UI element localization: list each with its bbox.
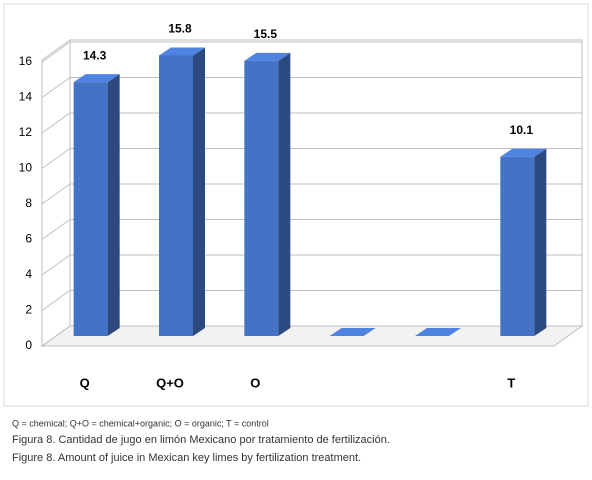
- grid-line: [41, 183, 582, 205]
- bar-face: [278, 52, 291, 336]
- grid-line: [41, 254, 582, 276]
- grid-line: [41, 41, 582, 63]
- bar-face: [73, 74, 120, 83]
- caption-en: Figure 8. Amount of juice in Mexican key…: [12, 452, 361, 464]
- bar-face: [500, 148, 547, 157]
- bar: [329, 328, 376, 336]
- y-tick-label: 0: [25, 338, 32, 352]
- y-tick-label: 12: [19, 125, 33, 139]
- bar-face: [500, 156, 535, 336]
- y-tick-label: 16: [19, 54, 33, 68]
- bar-face: [107, 74, 120, 337]
- bar-face: [193, 47, 205, 337]
- x-tick-label: T: [507, 375, 515, 390]
- value-label: 14.3: [83, 48, 107, 62]
- bar-face: [415, 328, 461, 336]
- bar-face: [73, 82, 108, 336]
- y-tick-label: 6: [25, 232, 32, 246]
- chart-frame: [3, 3, 589, 407]
- grid-line: [41, 290, 582, 311]
- y-tick-label: 14: [19, 90, 33, 104]
- notes: Q = chemical; Q+O = chemical+organic; O …: [12, 418, 269, 428]
- bar-face: [329, 328, 376, 336]
- bar: [244, 52, 291, 336]
- bar: [73, 74, 120, 337]
- bar-face: [159, 55, 193, 337]
- bar-face: [534, 148, 547, 336]
- caption-es: Figura 8. Cantidad de jugo en limón Mexi…: [12, 434, 390, 446]
- x-tick-label: Q: [80, 375, 90, 390]
- y-tick-label: 4: [25, 267, 32, 281]
- y-tick-label: 2: [25, 303, 32, 317]
- x-tick-label: Q+O: [156, 375, 184, 390]
- bar-face: [244, 52, 291, 61]
- y-tick-label: 8: [25, 196, 32, 210]
- bar: [159, 47, 205, 337]
- grid-line: [41, 77, 582, 98]
- y-tick-label: 10: [19, 161, 33, 175]
- bar: [500, 148, 547, 336]
- x-tick-label: O: [250, 375, 260, 390]
- bar-face: [244, 60, 279, 336]
- bar: [415, 328, 461, 336]
- value-label: 15.8: [168, 22, 192, 36]
- value-label: 10.1: [510, 123, 534, 137]
- grid-line: [41, 219, 582, 240]
- grid-line: [41, 148, 582, 169]
- bar-face: [159, 47, 205, 56]
- grid-line: [41, 325, 582, 347]
- value-label: 15.5: [254, 27, 278, 41]
- grid-line: [41, 112, 582, 134]
